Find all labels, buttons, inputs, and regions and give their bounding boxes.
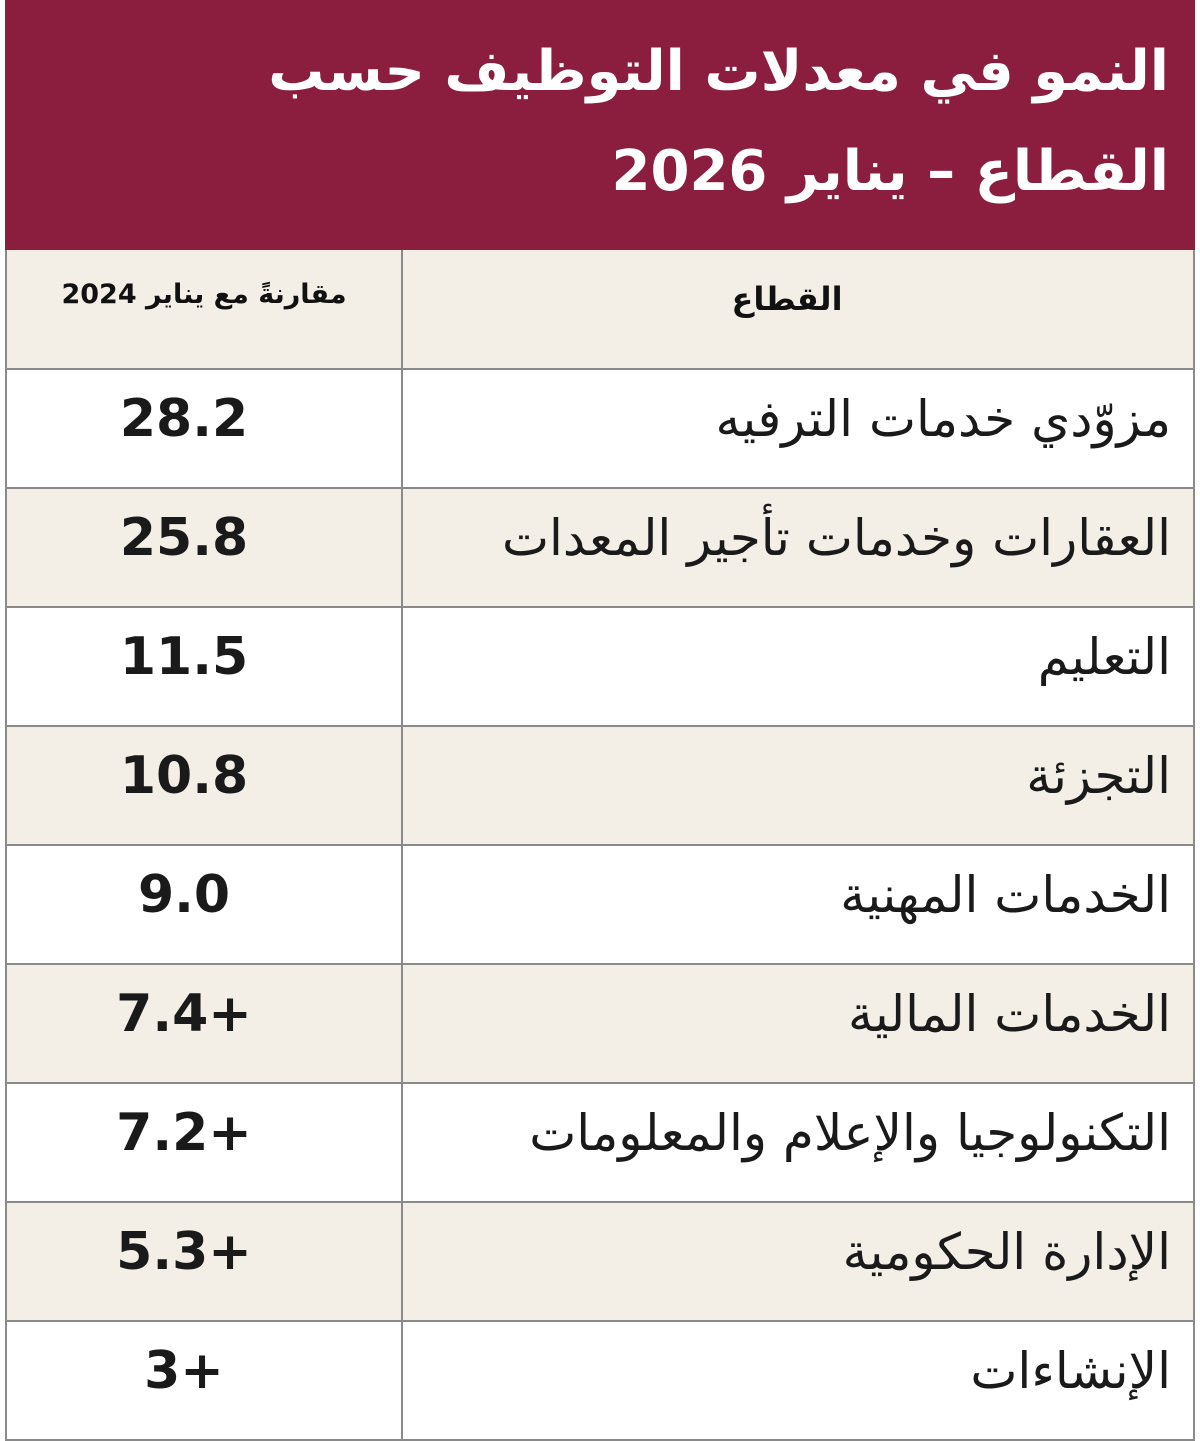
title-line: النمو في معدلات التوظيف حسب xyxy=(268,39,1169,104)
growth-value: 11.5 xyxy=(5,608,403,725)
sector-name: الخدمات المالية xyxy=(403,965,1195,1082)
table-row: 28.2 مزوّدي خدمات الترفيه xyxy=(5,370,1195,489)
header: النمو في معدلات التوظيف حسب القطاع – يناي… xyxy=(5,0,1195,250)
column-header: القطاع xyxy=(403,250,1195,368)
sector-name: التكنولوجيا والإعلام والمعلومات xyxy=(403,1084,1195,1201)
table-row: 3+ الإنشاءات xyxy=(5,1322,1195,1441)
header-row: مقارنةً مع يناير 2024 القطاع xyxy=(5,250,1195,370)
sector-name: الإدارة الحكومية xyxy=(403,1203,1195,1320)
table: مقارنةً مع يناير 2024 القطاع 28.2 مزوّدي خد… xyxy=(5,250,1195,1441)
table-row: 7.2+ التكنولوجيا والإعلام والمعلومات xyxy=(5,1084,1195,1203)
growth-value: 5.3+ xyxy=(5,1203,403,1320)
sector-name: الإنشاءات xyxy=(403,1322,1195,1439)
table-row: 5.3+ الإدارة الحكومية xyxy=(5,1203,1195,1322)
growth-value: 7.2+ xyxy=(5,1084,403,1201)
title-line: القطاع – يناير 2026 xyxy=(611,139,1169,204)
table-row: 11.5 التعليم xyxy=(5,608,1195,727)
growth-value: 7.4+ xyxy=(5,965,403,1082)
column-header: مقارنةً مع يناير 2024 xyxy=(5,250,403,368)
sector-name: التعليم xyxy=(403,608,1195,725)
table-row: 25.8 العقارات وخدمات تأجير المعدات xyxy=(5,489,1195,608)
table-row: 10.8 التجزئة xyxy=(5,727,1195,846)
growth-value: 3+ xyxy=(5,1322,403,1439)
table-row: 9.0 الخدمات المهنية xyxy=(5,846,1195,965)
growth-value: 25.8 xyxy=(5,489,403,606)
sector-name: مزوّدي خدمات الترفيه xyxy=(403,370,1195,487)
sector-name: العقارات وخدمات تأجير المعدات xyxy=(403,489,1195,606)
growth-value: 10.8 xyxy=(5,727,403,844)
table-row: 7.4+ الخدمات المالية xyxy=(5,965,1195,1084)
growth-value: 28.2 xyxy=(5,370,403,487)
growth-value: 9.0 xyxy=(5,846,403,963)
sector-name: الخدمات المهنية xyxy=(403,846,1195,963)
sector-name: التجزئة xyxy=(403,727,1195,844)
